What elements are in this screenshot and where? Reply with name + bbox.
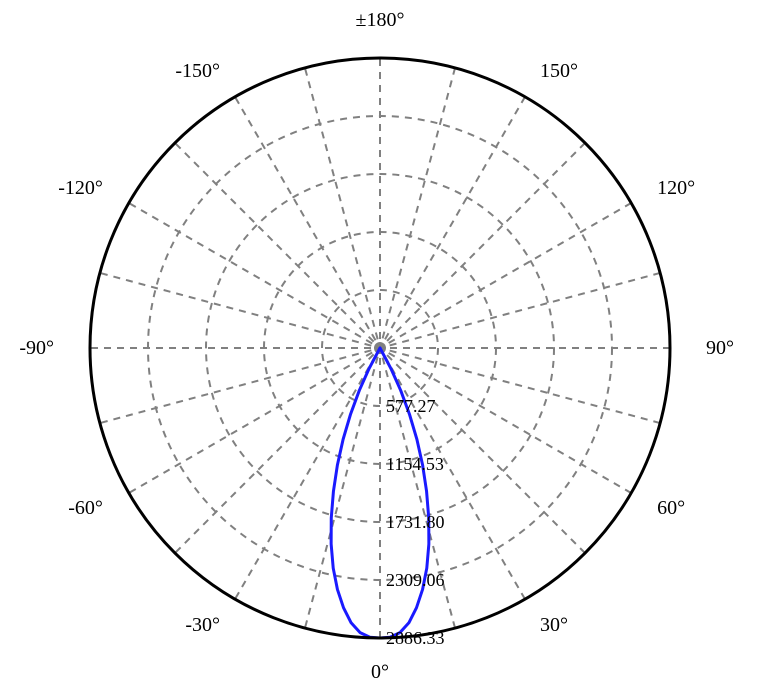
angle-tick-label: 0° [371, 661, 389, 683]
polar-chart: 577.27 1154.53 1731.80 2309.06 2886.33 0° 30° 6… [0, 0, 761, 697]
radial-tick-label: 577.27 [386, 396, 436, 416]
angle-tick-label: -120° [58, 177, 103, 199]
angle-tick-label: ±180° [356, 9, 405, 31]
angle-tick-label: -150° [175, 60, 220, 82]
angle-tick-label: -30° [185, 614, 220, 636]
angle-tick-label: -90° [19, 337, 54, 359]
angle-tick-label: 60° [657, 497, 685, 519]
polar-chart-svg: 577.27 1154.53 1731.80 2309.06 2886.33 0° 30° 6… [0, 0, 761, 697]
radial-tick-label: 1731.80 [386, 512, 445, 532]
radial-tick-label: 2309.06 [386, 570, 445, 590]
angle-tick-label: 90° [706, 337, 734, 359]
angle-tick-label: -60° [68, 497, 103, 519]
angle-tick-label: 150° [540, 60, 578, 82]
angle-tick-label: 120° [657, 177, 695, 199]
radial-tick-label: 2886.33 [386, 628, 445, 648]
angle-tick-label: 30° [540, 614, 568, 636]
radial-tick-label: 1154.53 [386, 454, 444, 474]
